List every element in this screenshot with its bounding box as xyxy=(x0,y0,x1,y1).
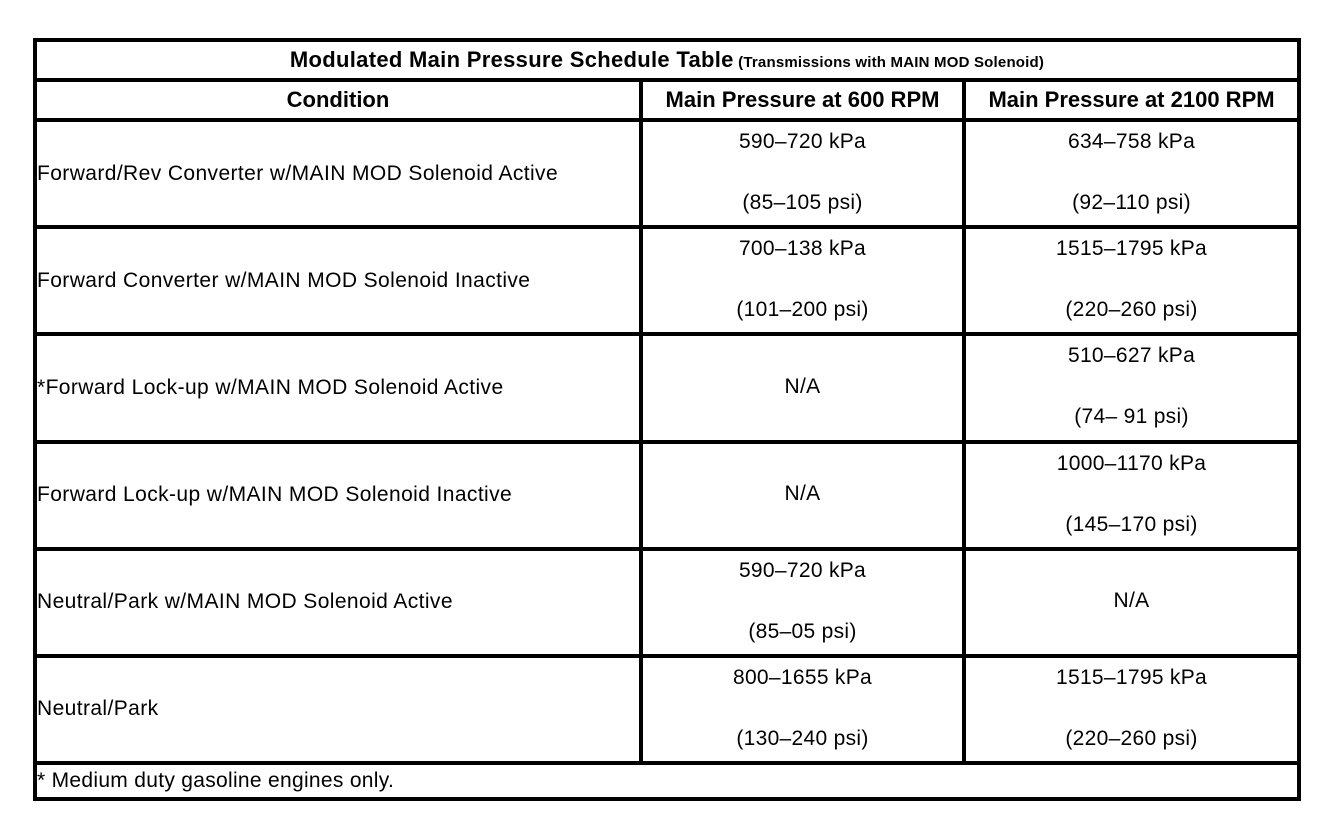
psi-value: (220–260 psi) xyxy=(1065,298,1198,322)
psi-value: (101–200 psi) xyxy=(736,298,869,322)
kpa-value: 634–758 kPa xyxy=(1067,130,1196,154)
na-value: N/A xyxy=(784,482,821,506)
psi-value: (92–110 psi) xyxy=(1072,191,1191,215)
psi-value: (130–240 psi) xyxy=(736,726,869,750)
kpa-value: 510–627 kPa xyxy=(1067,344,1196,368)
psi-value: (220–260 psi) xyxy=(1065,726,1198,750)
condition-cell: *Forward Lock-up w/MAIN MOD Solenoid Act… xyxy=(33,332,643,444)
pressure-2100-cell: N/A xyxy=(961,546,1302,658)
pressure-value-group: 1515–1795 kPa (220–260 psi) xyxy=(968,660,1295,759)
column-header-600rpm: Main Pressure at 600 RPM xyxy=(639,78,966,123)
table-row: Forward Converter w/MAIN MOD Solenoid In… xyxy=(33,225,1302,337)
table-title-cell: Modulated Main Pressure Schedule Table (… xyxy=(32,37,1302,83)
na-value: N/A xyxy=(1113,589,1150,613)
pressure-value-group: 590–720 kPa (85–105 psi) xyxy=(645,124,960,223)
pressure-value-group: 800–1655 kPa (130–240 psi) xyxy=(645,660,960,759)
pressure-600-cell: N/A xyxy=(639,439,966,551)
pressure-value-group: 1515–1795 kPa (220–260 psi) xyxy=(968,231,1295,330)
table-header-row: Condition Main Pressure at 600 RPM Main … xyxy=(33,78,1302,123)
column-header-condition: Condition xyxy=(33,78,643,123)
pressure-600-cell: N/A xyxy=(639,332,966,444)
pressure-2100-cell: 510–627 kPa (74– 91 psi) xyxy=(961,332,1302,444)
pressure-2100-cell: 1515–1795 kPa (220–260 psi) xyxy=(961,653,1302,765)
pressure-value-group: 510–627 kPa (74– 91 psi) xyxy=(968,338,1295,437)
pressure-value-group: N/A xyxy=(645,338,960,437)
table-row: Neutral/Park 800–1655 kPa (130–240 psi) … xyxy=(33,653,1302,765)
pressure-value-group: 590–720 kPa (85–05 psi) xyxy=(645,553,960,652)
table-row: Forward Lock-up w/MAIN MOD Solenoid Inac… xyxy=(33,439,1302,551)
pressure-600-cell: 590–720 kPa (85–05 psi) xyxy=(639,546,966,658)
table-footnote-row: * Medium duty gasoline engines only. xyxy=(32,760,1302,802)
table-row: Neutral/Park w/MAIN MOD Solenoid Active … xyxy=(33,546,1302,658)
psi-value: (85–05 psi) xyxy=(748,619,857,643)
pressure-600-cell: 590–720 kPa (85–105 psi) xyxy=(639,118,966,230)
pressure-600-cell: 700–138 kPa (101–200 psi) xyxy=(639,225,966,337)
pressure-2100-cell: 1515–1795 kPa (220–260 psi) xyxy=(961,225,1302,337)
table-footnote: * Medium duty gasoline engines only. xyxy=(32,760,1302,802)
column-header-2100rpm: Main Pressure at 2100 RPM xyxy=(961,78,1302,123)
condition-cell: Forward Converter w/MAIN MOD Solenoid In… xyxy=(33,225,643,337)
kpa-value: 800–1655 kPa xyxy=(732,665,873,689)
psi-value: (145–170 psi) xyxy=(1065,512,1198,536)
na-value: N/A xyxy=(784,374,821,398)
pressure-value-group: 634–758 kPa (92–110 psi) xyxy=(968,124,1295,223)
pressure-2100-cell: 634–758 kPa (92–110 psi) xyxy=(961,118,1302,230)
pressure-600-cell: 800–1655 kPa (130–240 psi) xyxy=(639,653,966,765)
condition-cell: Neutral/Park w/MAIN MOD Solenoid Active xyxy=(33,546,643,658)
pressure-value-group: N/A xyxy=(645,446,960,545)
kpa-value: 590–720 kPa xyxy=(738,558,867,582)
table-row: *Forward Lock-up w/MAIN MOD Solenoid Act… xyxy=(33,332,1302,444)
pressure-2100-cell: 1000–1170 kPa (145–170 psi) xyxy=(961,439,1302,551)
kpa-value: 1515–1795 kPa xyxy=(1055,665,1208,689)
pressure-value-group: 700–138 kPa (101–200 psi) xyxy=(645,231,960,330)
table-title: Modulated Main Pressure Schedule Table xyxy=(289,47,734,73)
modulated-main-pressure-schedule-table: Modulated Main Pressure Schedule Table (… xyxy=(32,37,1302,802)
psi-value: (85–105 psi) xyxy=(742,191,863,215)
pressure-value-group: N/A xyxy=(968,553,1295,652)
psi-value: (74– 91 psi) xyxy=(1074,405,1189,429)
table-row: Forward/Rev Converter w/MAIN MOD Solenoi… xyxy=(33,118,1302,230)
kpa-value: 590–720 kPa xyxy=(738,130,867,154)
pressure-value-group: 1000–1170 kPa (145–170 psi) xyxy=(968,446,1295,545)
condition-cell: Neutral/Park xyxy=(33,653,643,765)
kpa-value: 1000–1170 kPa xyxy=(1056,451,1207,475)
condition-cell: Forward Lock-up w/MAIN MOD Solenoid Inac… xyxy=(33,439,643,551)
condition-cell: Forward/Rev Converter w/MAIN MOD Solenoi… xyxy=(33,118,643,230)
kpa-value: 1515–1795 kPa xyxy=(1055,237,1208,261)
kpa-value: 700–138 kPa xyxy=(738,237,867,261)
table-title-note: (Transmissions with MAIN MOD Solenoid) xyxy=(738,54,1045,72)
table-title-row: Modulated Main Pressure Schedule Table (… xyxy=(32,37,1302,83)
